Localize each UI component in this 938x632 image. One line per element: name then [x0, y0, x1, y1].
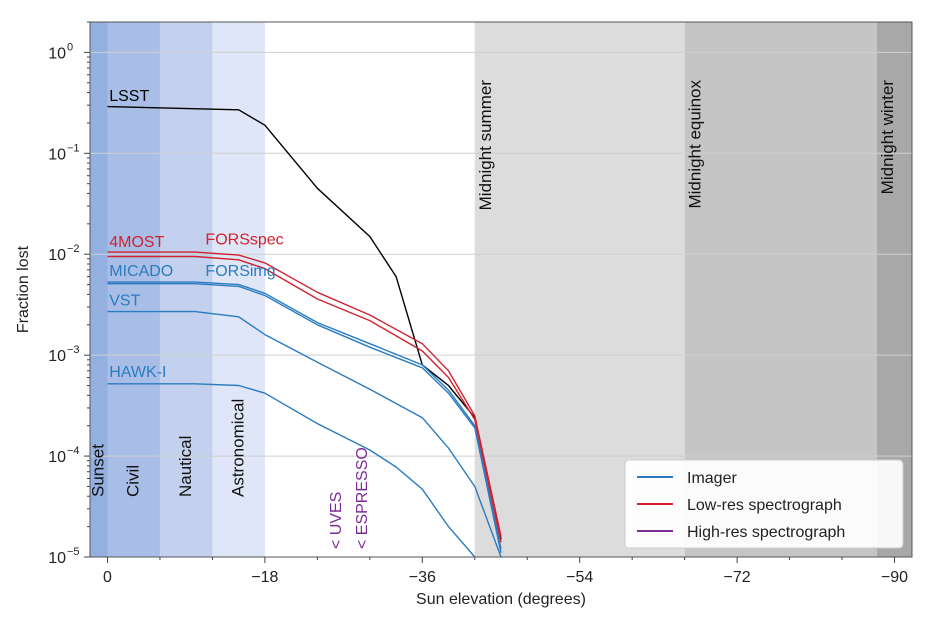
upper-limit-espresso: < ESPRESSO — [354, 447, 371, 549]
series-line-micado — [107, 281, 502, 550]
series-line-forsimg — [107, 283, 502, 553]
series-lines — [107, 105, 502, 558]
y-tick-exponent: −1 — [67, 142, 80, 154]
upper-limit-uves: < UVES — [328, 492, 345, 549]
x-tick-label: −54 — [566, 569, 593, 586]
y-tick-label: 10 — [48, 146, 66, 163]
series-label-micado: MICADO — [109, 263, 173, 280]
band-label-midnight-equinox: Midnight equinox — [686, 80, 705, 209]
series-label-vst: VST — [109, 293, 140, 310]
y-tick-exponent: −2 — [67, 243, 80, 255]
series-label-forsimg: FORSimg — [205, 263, 275, 280]
band-label-nautical: Nautical — [176, 436, 195, 497]
x-tick-label: −36 — [409, 569, 436, 586]
y-tick-label: 10 — [48, 247, 66, 264]
series-label-lsst: LSST — [109, 88, 149, 105]
series-line-hawk-i — [107, 383, 476, 558]
legend: Imager Low-res spectrograph High-res spect… — [624, 459, 904, 549]
legend-label-imager: Imager — [687, 470, 737, 487]
band-civil — [107, 22, 160, 557]
x-axis: 0 −18 −36 −54 −72 −90 — [103, 557, 908, 586]
y-axis-label: Fraction lost — [15, 245, 32, 333]
x-tick-label: −90 — [881, 569, 908, 586]
band-label-civil: Civil — [124, 465, 143, 497]
band-label-midnight-summer: Midnight summer — [476, 80, 495, 211]
band-nautical — [159, 22, 213, 557]
series-line-4most — [107, 251, 502, 537]
y-tick-label: 10 — [48, 45, 66, 62]
band-label-midnight-winter: Midnight winter — [878, 80, 897, 195]
series-line-vst — [107, 310, 502, 558]
legend-label-low-res-spectrograph: Low-res spectrograph — [687, 497, 842, 514]
y-tick-label: 10 — [48, 449, 66, 466]
band-astronomical — [212, 22, 265, 557]
series-labels: Sunset Civil Nautical Astronomical Midnight … — [89, 80, 897, 549]
band-label-sunset: Sunset — [89, 444, 108, 497]
x-tick-label: −18 — [251, 569, 278, 586]
y-tick-exponent: −3 — [67, 344, 80, 356]
x-axis-label: Sun elevation (degrees) — [416, 591, 586, 608]
x-tick-label: 0 — [103, 569, 112, 586]
y-tick-label: 10 — [48, 550, 66, 567]
series-label-hawk-i: HAWK-I — [109, 364, 166, 381]
series-line-forsspec — [107, 255, 502, 543]
legend-label-high-res-spectrograph: High-res spectrograph — [687, 524, 845, 541]
y-tick-exponent: −5 — [67, 546, 80, 558]
legend-box — [624, 459, 904, 549]
y-tick-exponent: 0 — [67, 41, 73, 53]
x-tick-label: −72 — [724, 569, 751, 586]
series-label-4most: 4MOST — [109, 234, 164, 251]
series-label-forsspec: FORSspec — [205, 231, 283, 248]
plot-frame — [89, 21, 913, 558]
band-sunset — [90, 22, 108, 557]
band-label-astronomical: Astronomical — [229, 399, 248, 497]
y-tick-label: 10 — [48, 348, 66, 365]
y-tick-exponent: −4 — [67, 445, 80, 457]
series-line-lsst — [107, 105, 502, 540]
